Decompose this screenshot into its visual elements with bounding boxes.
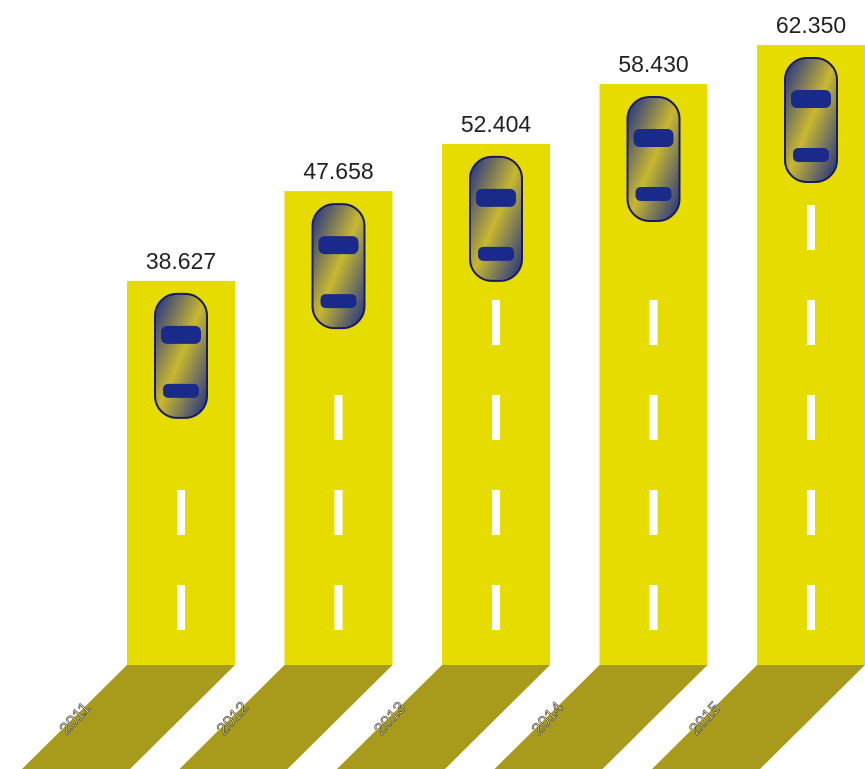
lane-dash — [807, 585, 815, 630]
lane-dash — [334, 395, 343, 440]
car-rear-window — [635, 186, 672, 201]
lane-dash — [492, 395, 500, 440]
road-base — [494, 665, 708, 769]
lane-dash — [177, 490, 185, 535]
value-label: 47.658 — [303, 158, 373, 184]
car-body — [154, 292, 208, 419]
car-windshield — [791, 90, 831, 108]
value-label: 62.350 — [776, 12, 846, 38]
car-body — [469, 155, 523, 282]
road-base — [337, 665, 550, 769]
car — [784, 57, 838, 183]
car-body — [784, 57, 838, 183]
car — [469, 155, 523, 282]
lane-dash — [807, 300, 815, 345]
road-base — [179, 665, 393, 769]
lane-dash — [649, 395, 658, 440]
car — [311, 203, 366, 330]
lane-dash — [807, 490, 815, 535]
car-body — [311, 203, 366, 330]
lane-dash — [807, 205, 815, 250]
car — [626, 95, 681, 222]
road-base — [652, 665, 865, 769]
value-label: 58.430 — [618, 51, 688, 77]
lane-dash — [649, 585, 658, 630]
car-rear-window — [478, 246, 514, 261]
lane-dash — [492, 300, 500, 345]
value-label: 38.627 — [146, 248, 216, 274]
lane-dash — [649, 490, 658, 535]
lane-dash — [334, 585, 343, 630]
lane-dash — [177, 585, 185, 630]
car — [154, 292, 208, 419]
car-body — [626, 95, 681, 222]
lane-dash — [492, 585, 500, 630]
lane-dash — [334, 490, 343, 535]
car-windshield — [318, 236, 359, 255]
lane-dash — [807, 395, 815, 440]
car-windshield — [633, 128, 674, 147]
car-rear-window — [163, 383, 199, 398]
car-windshield — [161, 325, 201, 344]
lane-dash — [649, 300, 658, 345]
car-rear-window — [320, 294, 357, 309]
car-windshield — [476, 188, 516, 207]
car-rear-window — [793, 148, 829, 162]
value-label: 52.404 — [461, 111, 532, 137]
road-base — [22, 665, 235, 769]
lane-dash — [492, 490, 500, 535]
